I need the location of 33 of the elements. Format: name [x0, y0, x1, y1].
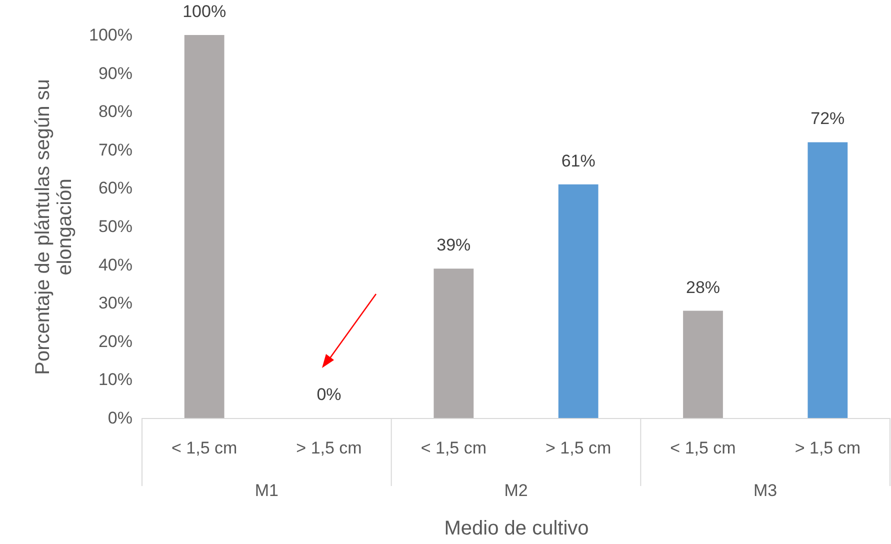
bar: [683, 310, 723, 418]
data-label: 0%: [316, 385, 342, 404]
y-tick-label: 80%: [98, 102, 132, 122]
text: M1: [254, 481, 278, 500]
x-tick-label: > 1,5 cm: [296, 438, 362, 458]
y-tick-label: 30%: [98, 294, 132, 313]
data-label: 72%: [810, 109, 845, 128]
y-tick-label: 100%: [89, 26, 132, 44]
x-tick-label: < 1,5 cm: [420, 438, 487, 458]
y-tick-label: 40%: [98, 255, 132, 274]
y-tick-label: 90%: [98, 64, 132, 83]
text: M3: [754, 481, 778, 500]
y-tick-label: 20%: [98, 332, 132, 351]
data-label: 61%: [561, 151, 596, 170]
y-axis-title: Porcentaje de plántulas según su elongación: [32, 79, 76, 375]
text: M2: [504, 481, 528, 500]
x-tick-label: > 1,5 cm: [794, 438, 861, 458]
bar: [808, 142, 848, 418]
x-tick-label: < 1,5 cm: [171, 438, 238, 458]
y-tick-label: 70%: [98, 140, 132, 160]
bar: [558, 184, 598, 418]
y-tick-label: 60%: [98, 178, 132, 198]
y-tick-label: 10%: [98, 370, 132, 390]
data-label: 39%: [436, 236, 471, 255]
data-label: 100%: [182, 2, 226, 21]
y-tick-label: 50%: [98, 217, 132, 236]
bar: [434, 268, 474, 418]
x-axis-title: Medio de cultivo: [444, 518, 589, 540]
y-tick-label: 0%: [108, 408, 132, 428]
bar: [184, 35, 224, 418]
data-label: 28%: [686, 278, 720, 297]
x-tick-label: > 1,5 cm: [545, 438, 612, 458]
x-tick-label: < 1,5 cm: [670, 438, 736, 458]
